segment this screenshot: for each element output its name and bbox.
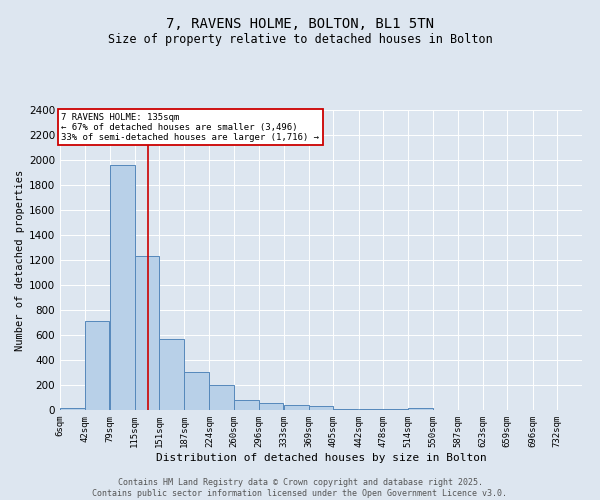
Text: 7 RAVENS HOLME: 135sqm
← 67% of detached houses are smaller (3,496)
33% of semi-: 7 RAVENS HOLME: 135sqm ← 67% of detached… [61, 112, 319, 142]
Bar [359, 409, 383, 410]
Text: Contains HM Land Registry data © Crown copyright and database right 2025.
Contai: Contains HM Land Registry data © Crown c… [92, 478, 508, 498]
Bar [259, 403, 283, 410]
Bar [284, 405, 308, 410]
X-axis label: Distribution of detached houses by size in Bolton: Distribution of detached houses by size … [155, 452, 487, 462]
Text: Size of property relative to detached houses in Bolton: Size of property relative to detached ho… [107, 32, 493, 46]
Text: 7, RAVENS HOLME, BOLTON, BL1 5TN: 7, RAVENS HOLME, BOLTON, BL1 5TN [166, 18, 434, 32]
Bar [160, 339, 184, 410]
Y-axis label: Number of detached properties: Number of detached properties [15, 170, 25, 350]
Bar [184, 372, 209, 410]
Bar [85, 322, 109, 410]
Bar [134, 256, 160, 410]
Bar [110, 165, 134, 410]
Bar [60, 408, 85, 410]
Bar [209, 385, 234, 410]
Bar [408, 408, 433, 410]
Bar [308, 406, 334, 410]
Bar [234, 400, 259, 410]
